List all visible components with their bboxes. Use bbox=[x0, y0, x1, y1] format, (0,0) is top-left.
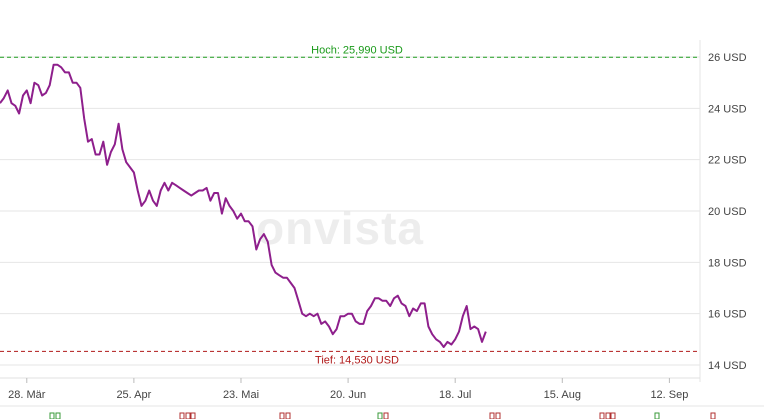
volume-bar bbox=[605, 412, 611, 419]
x-tick-label: 20. Jun bbox=[330, 389, 366, 401]
x-tick-label: 15. Aug bbox=[544, 389, 581, 401]
x-tick-label: 28. Mär bbox=[8, 389, 46, 401]
y-tick-label: 18 USD bbox=[708, 257, 747, 269]
high-label: Hoch: 25,990 USD bbox=[311, 44, 403, 56]
high-low-lines: Hoch: 25,990 USD Tief: 14,530 USD bbox=[0, 44, 700, 366]
volume-bar bbox=[285, 412, 291, 419]
y-tick-label: 14 USD bbox=[708, 360, 747, 372]
volume-bar bbox=[179, 412, 185, 419]
y-tick-label: 20 USD bbox=[708, 206, 747, 218]
volume-bar bbox=[599, 412, 605, 419]
x-tick-label: 12. Sep bbox=[650, 389, 688, 401]
volume-strip bbox=[49, 412, 716, 419]
volume-bar bbox=[495, 412, 501, 419]
low-label: Tief: 14,530 USD bbox=[315, 354, 399, 366]
x-tick-label: 18. Jul bbox=[439, 389, 471, 401]
volume-bar bbox=[489, 412, 495, 419]
series-group bbox=[0, 63, 487, 348]
volume-bar bbox=[610, 412, 616, 419]
volume-bar bbox=[55, 412, 61, 419]
volume-bar bbox=[383, 412, 389, 419]
volume-bar bbox=[710, 412, 716, 419]
volume-bar bbox=[185, 412, 191, 419]
volume-bar bbox=[279, 412, 285, 419]
volume-bar bbox=[190, 412, 196, 419]
x-tick-label: 23. Mai bbox=[223, 389, 259, 401]
y-tick-label: 24 USD bbox=[708, 103, 747, 115]
watermark: onvista bbox=[256, 202, 424, 254]
x-axis: 28. Mär 25. Apr 23. Mai 20. Jun 18. Jul 15. A… bbox=[0, 377, 764, 407]
y-axis: 26 USD 24 USD 22 USD 20 USD 18 USD 16 USD 14 U… bbox=[708, 52, 747, 372]
y-tick-label: 22 USD bbox=[708, 155, 747, 167]
volume-bar bbox=[654, 412, 660, 419]
series-line bbox=[0, 63, 487, 348]
volume-bar bbox=[377, 412, 383, 419]
x-tick-label: 25. Apr bbox=[116, 389, 151, 401]
y-tick-label: 26 USD bbox=[708, 52, 747, 64]
volume-bar bbox=[49, 412, 55, 419]
y-tick-label: 16 USD bbox=[708, 309, 747, 321]
